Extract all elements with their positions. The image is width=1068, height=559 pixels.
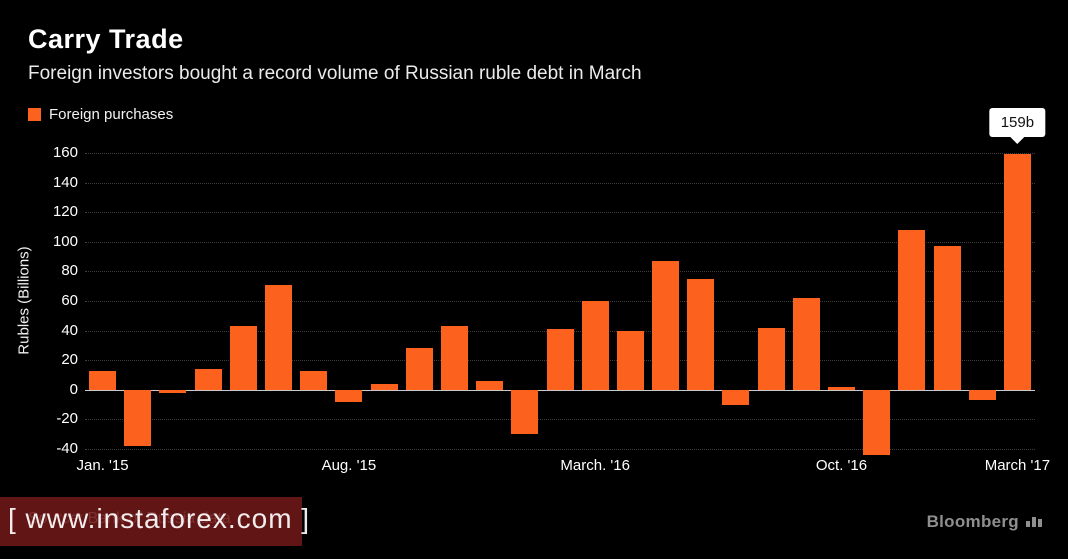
legend-label: Foreign purchases [49,106,174,123]
plot-area [85,153,1035,455]
legend-swatch-icon [28,108,41,121]
bar [440,326,468,390]
bar [159,389,187,393]
bar [335,389,363,402]
y-tick-label: 140 [52,173,78,191]
y-tick-label: 100 [52,232,78,250]
gridline [85,449,1035,450]
x-tick-label: March '17 [984,457,1051,474]
y-tick-label: -40 [56,440,78,457]
y-tick-label: 40 [61,321,78,339]
y-tick-label: 80 [61,262,78,280]
x-tick-label: Jan. '15 [76,457,129,474]
bloomberg-logo: Bloomberg [927,512,1042,532]
bar [616,330,644,390]
gridline [85,419,1035,421]
legend: Foreign purchases [28,106,173,123]
callout-value: 159b [1000,114,1035,131]
bar [722,389,750,405]
bar [933,246,961,390]
bar [300,370,328,390]
y-tick-label: 0 [69,380,78,398]
bar [792,298,820,390]
gridline [85,301,1035,302]
gridline [85,241,1035,243]
bar [265,284,293,390]
bloomberg-wordmark: Bloomberg [926,512,1019,531]
x-tick-label: Oct. '16 [815,457,868,474]
bar [687,278,715,390]
bar [546,329,574,390]
watermark-box [0,497,302,546]
bar [229,326,257,390]
bar [757,327,785,390]
bar [476,380,504,390]
gridline [85,271,1035,273]
x-tick-label: Aug. '15 [321,457,377,474]
gridline [85,212,1035,214]
gridline [85,182,1035,184]
y-tick-label: 120 [52,203,78,221]
bar [581,301,609,390]
bar [511,389,539,435]
chart-subtitle: Foreign investors bought a record volume… [28,63,642,84]
y-tick-label: 60 [61,292,78,309]
y-tick-label: 160 [52,144,78,161]
bar [405,348,433,390]
gridline [85,153,1035,154]
x-tick-label: March. '16 [560,457,630,474]
bar [370,383,398,390]
zero-axis-line [85,389,1035,391]
y-tick-label: 20 [61,351,78,369]
callout-pointer-icon [1010,137,1025,144]
bar [124,389,152,447]
bloomberg-chart-icon [1026,517,1042,527]
bar [1003,154,1031,390]
bar [863,389,891,455]
bar [194,369,222,390]
bar [89,370,117,390]
bar [652,261,680,390]
y-tick-label: -20 [56,410,78,428]
bar [827,386,855,390]
page-title: Carry Trade [28,24,184,54]
bar [968,389,996,401]
watermark-text: [ www.instaforex.com ] [8,503,311,534]
bar [898,229,926,390]
value-callout: 159b [989,108,1046,144]
